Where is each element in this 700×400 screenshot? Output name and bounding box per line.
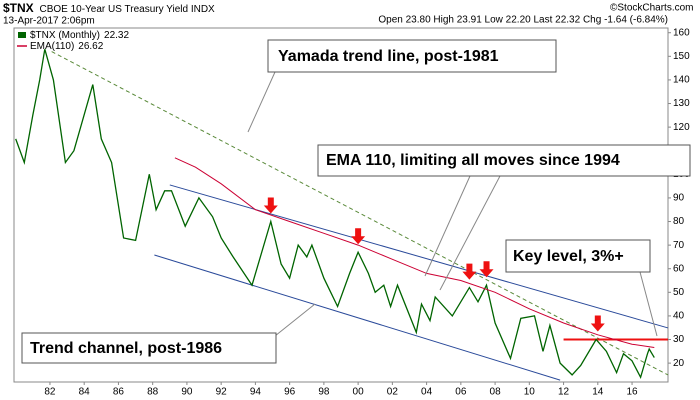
x-tick-label: 82 bbox=[44, 387, 56, 398]
arrow-marker bbox=[462, 263, 477, 280]
y-tick-label: 120 bbox=[673, 122, 690, 133]
callout bbox=[247, 71, 276, 133]
y-tick-label: 70 bbox=[673, 240, 685, 251]
arrow-marker bbox=[479, 261, 494, 278]
x-tick-label: 16 bbox=[626, 387, 638, 398]
legend-entry: $TNX (Monthly) 22.32 bbox=[30, 30, 129, 41]
callout bbox=[269, 303, 316, 341]
y-tick-label: 90 bbox=[673, 193, 685, 204]
y-tick-label: 50 bbox=[673, 287, 685, 298]
x-tick-label: 12 bbox=[558, 387, 570, 398]
arrow-marker bbox=[351, 228, 366, 245]
annotation: Yamada trend line, post-1981 bbox=[278, 48, 499, 65]
legend-value: 22.32 bbox=[104, 30, 129, 41]
quote: Open 23.80 High 23.91 Low 22.20 Last 22.… bbox=[378, 15, 668, 26]
annotation-box bbox=[505, 239, 651, 273]
x-tick-label: 98 bbox=[318, 387, 330, 398]
symbol: $TNX bbox=[3, 1, 34, 15]
y-tick-label: 20 bbox=[673, 358, 685, 369]
y-tick-label: 150 bbox=[673, 51, 690, 62]
x-tick-label: 08 bbox=[490, 387, 502, 398]
y-tick-label: 40 bbox=[673, 311, 685, 322]
trend-line bbox=[154, 254, 561, 381]
x-tick-label: 90 bbox=[181, 387, 193, 398]
annotation: Key level, 3%+ bbox=[513, 248, 624, 265]
y-tick-label: 130 bbox=[673, 98, 690, 109]
legend-name: EMA(110) bbox=[30, 41, 74, 52]
y-tick-label: 160 bbox=[673, 27, 690, 38]
legend-swatch bbox=[18, 32, 26, 38]
x-tick-label: 10 bbox=[524, 387, 536, 398]
x-tick-label: 96 bbox=[284, 387, 296, 398]
legend-name: $TNX (Monthly) bbox=[30, 30, 100, 41]
series-line bbox=[174, 157, 655, 348]
annotation-box bbox=[317, 144, 691, 177]
x-tick-label: 86 bbox=[113, 387, 125, 398]
x-tick-label: 94 bbox=[250, 387, 262, 398]
callout bbox=[424, 175, 471, 277]
y-tick-label: 140 bbox=[673, 75, 690, 86]
arrow-marker bbox=[263, 197, 278, 214]
chart-title: CBOE 10-Year US Treasury Yield INDX bbox=[39, 4, 215, 15]
date: 13-Apr-2017 2:06pm bbox=[3, 16, 95, 27]
callout bbox=[439, 175, 501, 291]
x-tick-label: 02 bbox=[387, 387, 399, 398]
x-tick-label: 88 bbox=[147, 387, 159, 398]
x-tick-label: 84 bbox=[79, 387, 91, 398]
header: $TNX CBOE 10-Year US Treasury Yield INDX bbox=[3, 1, 215, 15]
annotation: EMA 110, limiting all moves since 1994 bbox=[326, 152, 620, 169]
arrow-marker bbox=[590, 315, 605, 332]
x-tick-label: 14 bbox=[592, 387, 604, 398]
marks: 2030405060708090100110120130140150160828… bbox=[15, 27, 690, 398]
callout bbox=[639, 271, 658, 337]
y-tick-label: 60 bbox=[673, 263, 685, 274]
y-tick-label: 80 bbox=[673, 216, 685, 227]
trend-line bbox=[51, 51, 669, 376]
series-line bbox=[15, 49, 655, 380]
annotations: Yamada trend line, post-1981 EMA 110, li… bbox=[21, 39, 691, 364]
x-tick-label: 00 bbox=[353, 387, 365, 398]
x-tick-label: 92 bbox=[216, 387, 228, 398]
plot-frame bbox=[13, 27, 669, 383]
trend-line bbox=[169, 184, 669, 329]
legend-entry: EMA(110) 26.62 bbox=[30, 41, 104, 52]
annotation-box bbox=[21, 332, 277, 364]
legend-value: 26.62 bbox=[78, 41, 103, 52]
annotation-box bbox=[267, 39, 557, 73]
y-tick-label: 30 bbox=[673, 334, 685, 345]
credit: ©StockCharts.com bbox=[610, 3, 694, 14]
x-tick-label: 04 bbox=[421, 387, 433, 398]
annotation: Trend channel, post-1986 bbox=[30, 340, 222, 357]
x-tick-label: 06 bbox=[455, 387, 467, 398]
